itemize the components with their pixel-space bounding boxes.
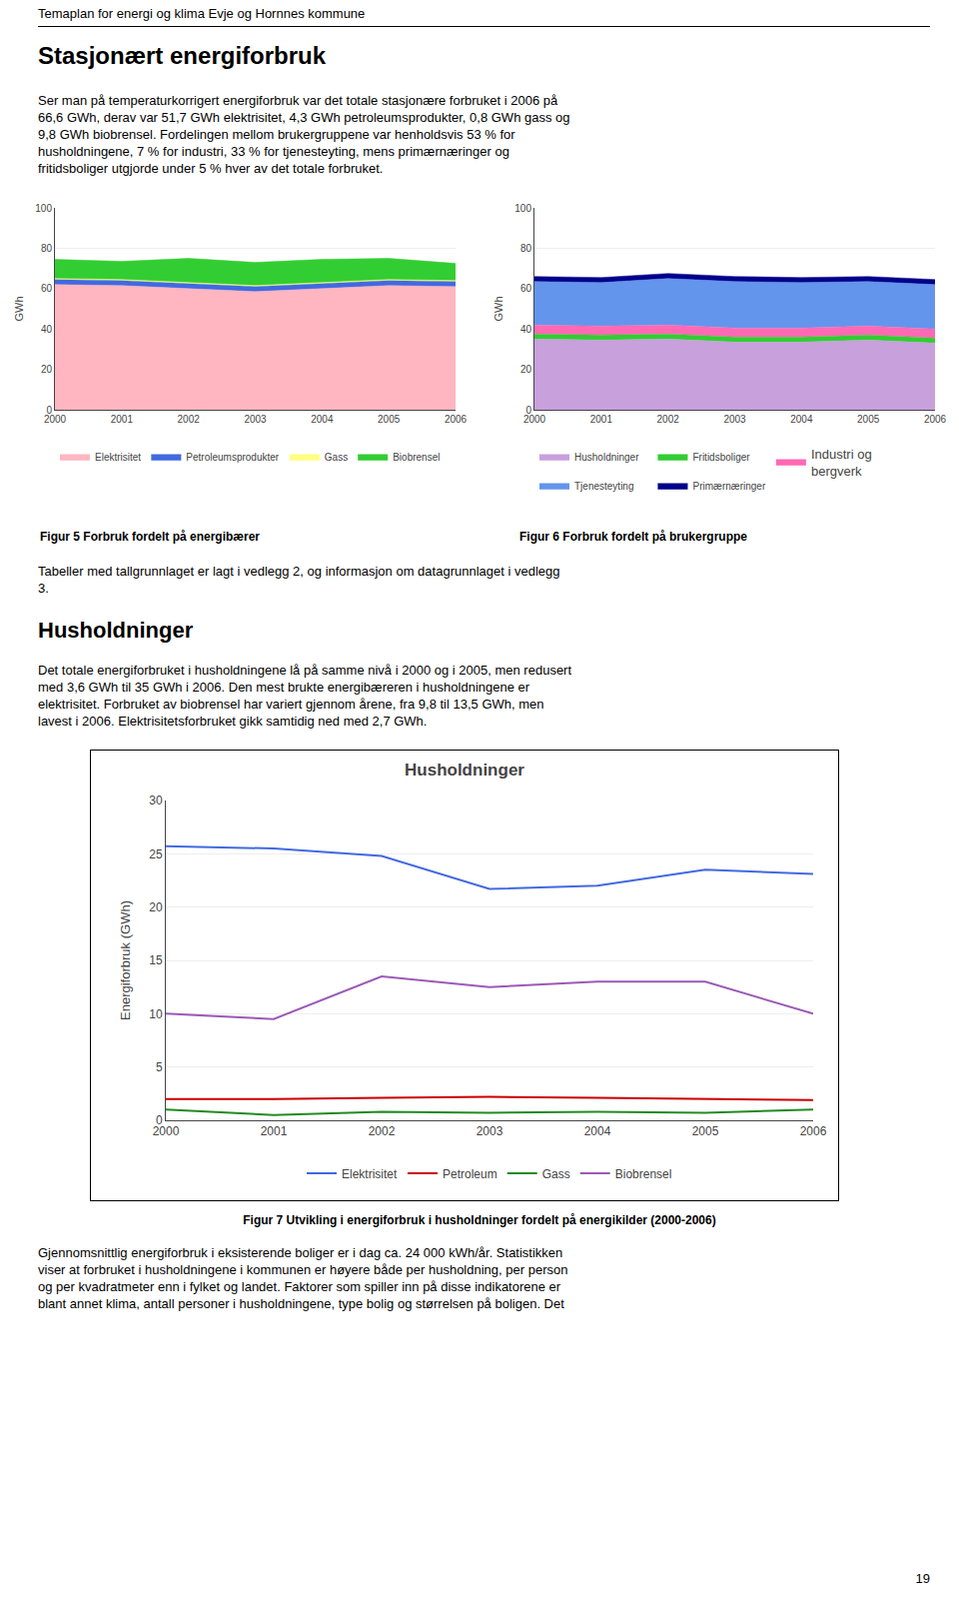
html-text:19: 19 (915, 1570, 931, 1586)
svg-text:60: 60 (520, 282, 533, 294)
svg-text:Primærnæringer: Primærnæringer (692, 480, 766, 492)
html-text:Gjennomsnittlig energiforbruk: Gjennomsnittlig energiforbruk i eksister… (37, 1244, 563, 1260)
svg-text:2003: 2003 (243, 413, 267, 425)
svg-text:2000: 2000 (152, 1123, 180, 1138)
html-text:husholdningene, 7 % for indust: husholdningene, 7 % for industri, 33 % f… (37, 143, 510, 159)
svg-text:2005: 2005 (377, 413, 401, 425)
html-text:66,6 GWh, derav var 51,7 GWh e: 66,6 GWh, derav var 51,7 GWh elektrisite… (37, 109, 570, 125)
svg-text:Petroleumsprodukter: Petroleumsprodukter (185, 451, 279, 463)
html-text:Figur 6 Forbruk fordelt på bru: Figur 6 Forbruk fordelt på brukergruppe (519, 529, 748, 544)
html-text:med 3,6 GWh til 35 GWh i 2006.: med 3,6 GWh til 35 GWh i 2006. Den mest … (37, 679, 530, 695)
html-text:viser at forbruket i husholdni: viser at forbruket i husholdningene i ko… (37, 1261, 568, 1277)
html-text:fritidsboliger utgjorde under: fritidsboliger utgjorde under 5 % hver a… (37, 160, 384, 176)
svg-text:2001: 2001 (260, 1123, 288, 1138)
svg-text:2004: 2004 (584, 1123, 612, 1138)
svg-text:2000: 2000 (523, 413, 547, 425)
svg-text:25: 25 (148, 847, 163, 862)
svg-text:Industri ogbergverk: Industri ogbergverk (811, 446, 873, 479)
svg-text:Energiforbruk (GWh): Energiforbruk (GWh) (117, 900, 133, 1020)
svg-text:Husholdninger: Husholdninger (574, 451, 640, 463)
svg-text:0: 0 (45, 404, 52, 416)
svg-text:80: 80 (40, 242, 53, 254)
html-text:elektrisitet. Forbruket av bio: elektrisitet. Forbruket av biobrensel ha… (37, 696, 544, 712)
svg-text:2003: 2003 (476, 1123, 504, 1138)
svg-text:10: 10 (148, 1006, 163, 1021)
svg-text:5: 5 (155, 1059, 163, 1074)
svg-text:2006: 2006 (924, 413, 948, 425)
svg-text:2006: 2006 (800, 1123, 828, 1138)
svg-text:GWh: GWh (12, 295, 25, 321)
svg-text:Husholdninger: Husholdninger (404, 760, 525, 780)
svg-text:20: 20 (520, 363, 533, 375)
html-text:blant annet klima, antall pers: blant annet klima, antall personer i hus… (37, 1295, 565, 1311)
svg-text:40: 40 (40, 323, 53, 335)
svg-text:30: 30 (148, 793, 163, 808)
svg-text:2002: 2002 (177, 413, 201, 425)
svg-text:100: 100 (514, 202, 532, 214)
html-text:Tabeller med tallgrunnlaget er: Tabeller med tallgrunnlaget er lagt i ve… (37, 563, 560, 579)
svg-text:2004: 2004 (310, 413, 334, 425)
svg-text:Biobrensel: Biobrensel (392, 451, 440, 463)
svg-text:Petroleum: Petroleum (442, 1166, 498, 1181)
html-text:Det totale energiforbruket i h: Det totale energiforbruket i husholdning… (37, 662, 572, 678)
svg-text:20: 20 (148, 900, 163, 915)
svg-text:Biobrensel: Biobrensel (615, 1166, 673, 1181)
svg-text:Gass: Gass (324, 451, 348, 463)
svg-text:40: 40 (520, 323, 533, 335)
svg-text:2004: 2004 (790, 413, 814, 425)
svg-text:2005: 2005 (692, 1123, 720, 1138)
html-text:Ser man på temperaturkorrigert: Ser man på temperaturkorrigert energifor… (37, 92, 558, 108)
html-text:9,8 GWh biobrensel. Fordelinge: 9,8 GWh biobrensel. Fordelingen mellom b… (37, 126, 516, 142)
svg-text:GWh: GWh (492, 295, 505, 321)
svg-text:Fritidsboliger: Fritidsboliger (692, 451, 751, 463)
html-text:Stasjonært energiforbruk: Stasjonært energiforbruk (37, 41, 326, 69)
svg-text:2003: 2003 (723, 413, 747, 425)
svg-text:0: 0 (155, 1112, 163, 1127)
svg-text:Gass: Gass (542, 1166, 571, 1181)
svg-text:Elektrisitet: Elektrisitet (341, 1166, 398, 1181)
html-text:Figur 7 Utvikling i energiforb: Figur 7 Utvikling i energiforbruk i hush… (243, 1212, 716, 1227)
svg-text:Tjenesteyting: Tjenesteyting (574, 480, 634, 492)
svg-text:2002: 2002 (368, 1123, 396, 1138)
svg-text:2002: 2002 (657, 413, 681, 425)
svg-text:80: 80 (520, 242, 533, 254)
svg-text:15: 15 (148, 953, 163, 967)
svg-text:2000: 2000 (43, 413, 67, 425)
svg-text:60: 60 (40, 282, 53, 294)
svg-text:2001: 2001 (590, 413, 614, 425)
html-text:Temaplan for energi og klima E: Temaplan for energi og klima Evje og Hor… (37, 5, 365, 21)
svg-text:2005: 2005 (857, 413, 881, 425)
html-text:lavest i 2006. Elektrisitetsfo: lavest i 2006. Elektrisitetsforbruket gi… (37, 713, 428, 729)
svg-text:2006: 2006 (444, 413, 468, 425)
html-text:og per kvadratmeter enn i fylk: og per kvadratmeter enn i fylket og land… (37, 1278, 561, 1294)
svg-text:0: 0 (525, 404, 532, 416)
svg-text:2001: 2001 (110, 413, 134, 425)
svg-text:Elektrisitet: Elektrisitet (94, 451, 141, 463)
html-text:Figur 5 Forbruk fordelt på ene: Figur 5 Forbruk fordelt på energibærer (39, 529, 260, 544)
svg-text:20: 20 (40, 363, 53, 375)
html-text:3.: 3. (37, 580, 49, 596)
svg-text:100: 100 (34, 202, 52, 214)
html-text:Husholdninger: Husholdninger (37, 617, 193, 643)
